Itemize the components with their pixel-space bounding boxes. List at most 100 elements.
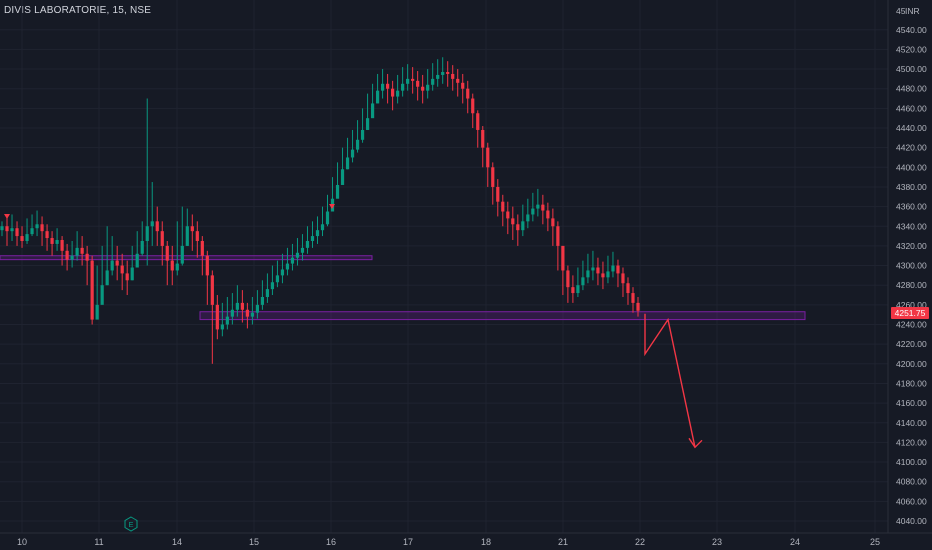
candle (40, 216, 44, 246)
candle (481, 126, 485, 168)
candle-body (355, 139, 360, 150)
candle (501, 194, 505, 227)
candle (466, 80, 470, 114)
candle (566, 265, 570, 303)
candle (165, 240, 169, 286)
candle-body (325, 211, 330, 225)
x-tick-label: 24 (790, 537, 800, 547)
candle-body (616, 265, 620, 274)
candle (140, 221, 144, 256)
candle (546, 202, 550, 232)
candle-body (25, 234, 29, 241)
candle-body (45, 231, 49, 239)
candle (85, 245, 89, 286)
candle-body (305, 240, 310, 248)
candle-body (456, 78, 460, 83)
candle-body (220, 324, 224, 330)
candle-body (451, 73, 455, 79)
candle-body (365, 118, 370, 130)
candle-body (626, 283, 630, 294)
candle-body (345, 157, 350, 170)
candle (35, 210, 39, 237)
candle (160, 221, 164, 266)
candle (205, 250, 209, 305)
candle (110, 236, 114, 276)
candle-body (70, 255, 74, 260)
candle-body (110, 260, 114, 271)
candle-body (90, 260, 94, 320)
candle (220, 302, 224, 337)
candle (150, 182, 154, 246)
candle-body (270, 282, 275, 290)
candle (200, 236, 204, 276)
candle-body (621, 273, 625, 284)
candle-body (15, 228, 19, 237)
candle-body (180, 245, 184, 264)
candle-body (541, 204, 545, 211)
candle-body (360, 129, 365, 140)
candle-body (411, 78, 415, 81)
y-tick-label-partial: 45 (896, 6, 906, 16)
x-tick-label: 17 (403, 537, 413, 547)
candle-body (581, 277, 585, 286)
grid-lines (0, 0, 888, 533)
candle-body (115, 260, 119, 266)
candle-body (320, 224, 325, 231)
candle-body (481, 129, 485, 148)
chart-title: DIVIS LABORATORIE, 15, NSE (4, 5, 152, 16)
candle (355, 120, 360, 153)
candle (210, 270, 214, 364)
candle-body (386, 83, 390, 89)
candle-body (160, 231, 164, 246)
candle-body (636, 302, 640, 311)
candle (606, 255, 610, 284)
candle (601, 261, 605, 290)
candle (280, 253, 285, 284)
candle (631, 287, 635, 313)
candle-body (526, 214, 530, 222)
candle (391, 80, 395, 111)
earnings-icon (124, 516, 138, 532)
y-tick-label: 4140.00 (896, 418, 927, 428)
candle-body (426, 84, 430, 91)
candle-body (280, 269, 285, 276)
candle (80, 236, 84, 266)
support-zones (0, 255, 806, 321)
price-axis[interactable]: 4540.00 4520.00 4500.00 4480.00 4460.00 4440.… (896, 6, 927, 526)
candle-body (130, 267, 134, 281)
y-tick-label: 4540.00 (896, 25, 927, 35)
candle-body (596, 267, 600, 274)
y-tick-label: 4180.00 (896, 378, 927, 388)
y-tick-label: 4320.00 (896, 241, 927, 251)
candle (491, 162, 495, 205)
candle (476, 110, 480, 148)
candle (105, 226, 109, 286)
candle (25, 218, 29, 244)
candle (130, 245, 134, 281)
candle (406, 64, 410, 91)
y-tick-label: 4380.00 (896, 182, 927, 192)
candle-body (10, 228, 14, 232)
candle-body (205, 255, 209, 276)
candle-body (606, 271, 610, 278)
candle-body (65, 250, 69, 260)
candle-body (406, 78, 410, 84)
candle (235, 285, 239, 317)
candle (571, 275, 575, 303)
candle-body (446, 71, 450, 74)
candle (486, 142, 490, 187)
y-tick-label: 4400.00 (896, 162, 927, 172)
candle-body (556, 226, 560, 246)
candle-body (215, 304, 219, 330)
candle (315, 216, 320, 244)
candle (30, 214, 34, 237)
candle (431, 63, 435, 91)
candle (396, 74, 400, 104)
candle (451, 65, 455, 91)
candle-body (195, 231, 199, 241)
candle (125, 260, 129, 296)
candle (521, 204, 525, 237)
candle-body (521, 221, 525, 231)
